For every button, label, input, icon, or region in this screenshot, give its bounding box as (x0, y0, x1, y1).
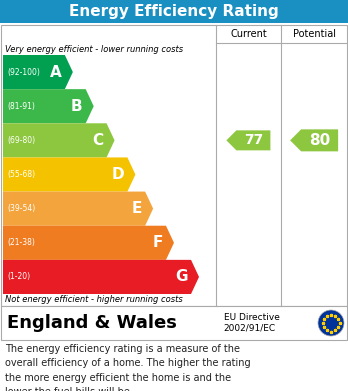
Text: Energy Efficiency Rating: Energy Efficiency Rating (69, 4, 279, 19)
Polygon shape (3, 158, 135, 192)
Text: F: F (153, 235, 163, 250)
Text: (69-80): (69-80) (7, 136, 35, 145)
Polygon shape (3, 260, 199, 294)
Text: G: G (175, 269, 188, 284)
Text: Current: Current (230, 29, 267, 39)
Polygon shape (290, 129, 338, 151)
Text: 80: 80 (309, 133, 330, 148)
Text: (39-54): (39-54) (7, 204, 35, 213)
Text: (55-68): (55-68) (7, 170, 35, 179)
Polygon shape (3, 192, 153, 226)
Bar (1, 25, 347, 306)
Text: D: D (112, 167, 125, 182)
Polygon shape (3, 123, 114, 158)
Text: B: B (71, 99, 83, 114)
Text: (1-20): (1-20) (7, 273, 30, 282)
Text: E: E (132, 201, 142, 216)
Text: (21-38): (21-38) (7, 238, 35, 247)
Polygon shape (3, 89, 94, 123)
Text: (92-100): (92-100) (7, 68, 40, 77)
Text: Very energy efficient - lower running costs: Very energy efficient - lower running co… (5, 45, 183, 54)
Text: 77: 77 (244, 133, 263, 147)
Polygon shape (227, 130, 270, 151)
Text: England & Wales: England & Wales (7, 314, 177, 332)
Text: C: C (93, 133, 104, 148)
Polygon shape (3, 226, 174, 260)
Text: Potential: Potential (293, 29, 335, 39)
Bar (0, 0, 348, 23)
Bar (1, 306, 347, 340)
Text: EU Directive: EU Directive (223, 314, 279, 323)
Polygon shape (3, 55, 73, 89)
Text: (81-91): (81-91) (7, 102, 35, 111)
Text: 2002/91/EC: 2002/91/EC (223, 324, 276, 333)
Text: A: A (50, 65, 62, 80)
Text: Not energy efficient - higher running costs: Not energy efficient - higher running co… (5, 295, 183, 304)
Circle shape (318, 310, 344, 336)
Text: The energy efficiency rating is a measure of the
overall efficiency of a home. T: The energy efficiency rating is a measur… (5, 344, 251, 391)
